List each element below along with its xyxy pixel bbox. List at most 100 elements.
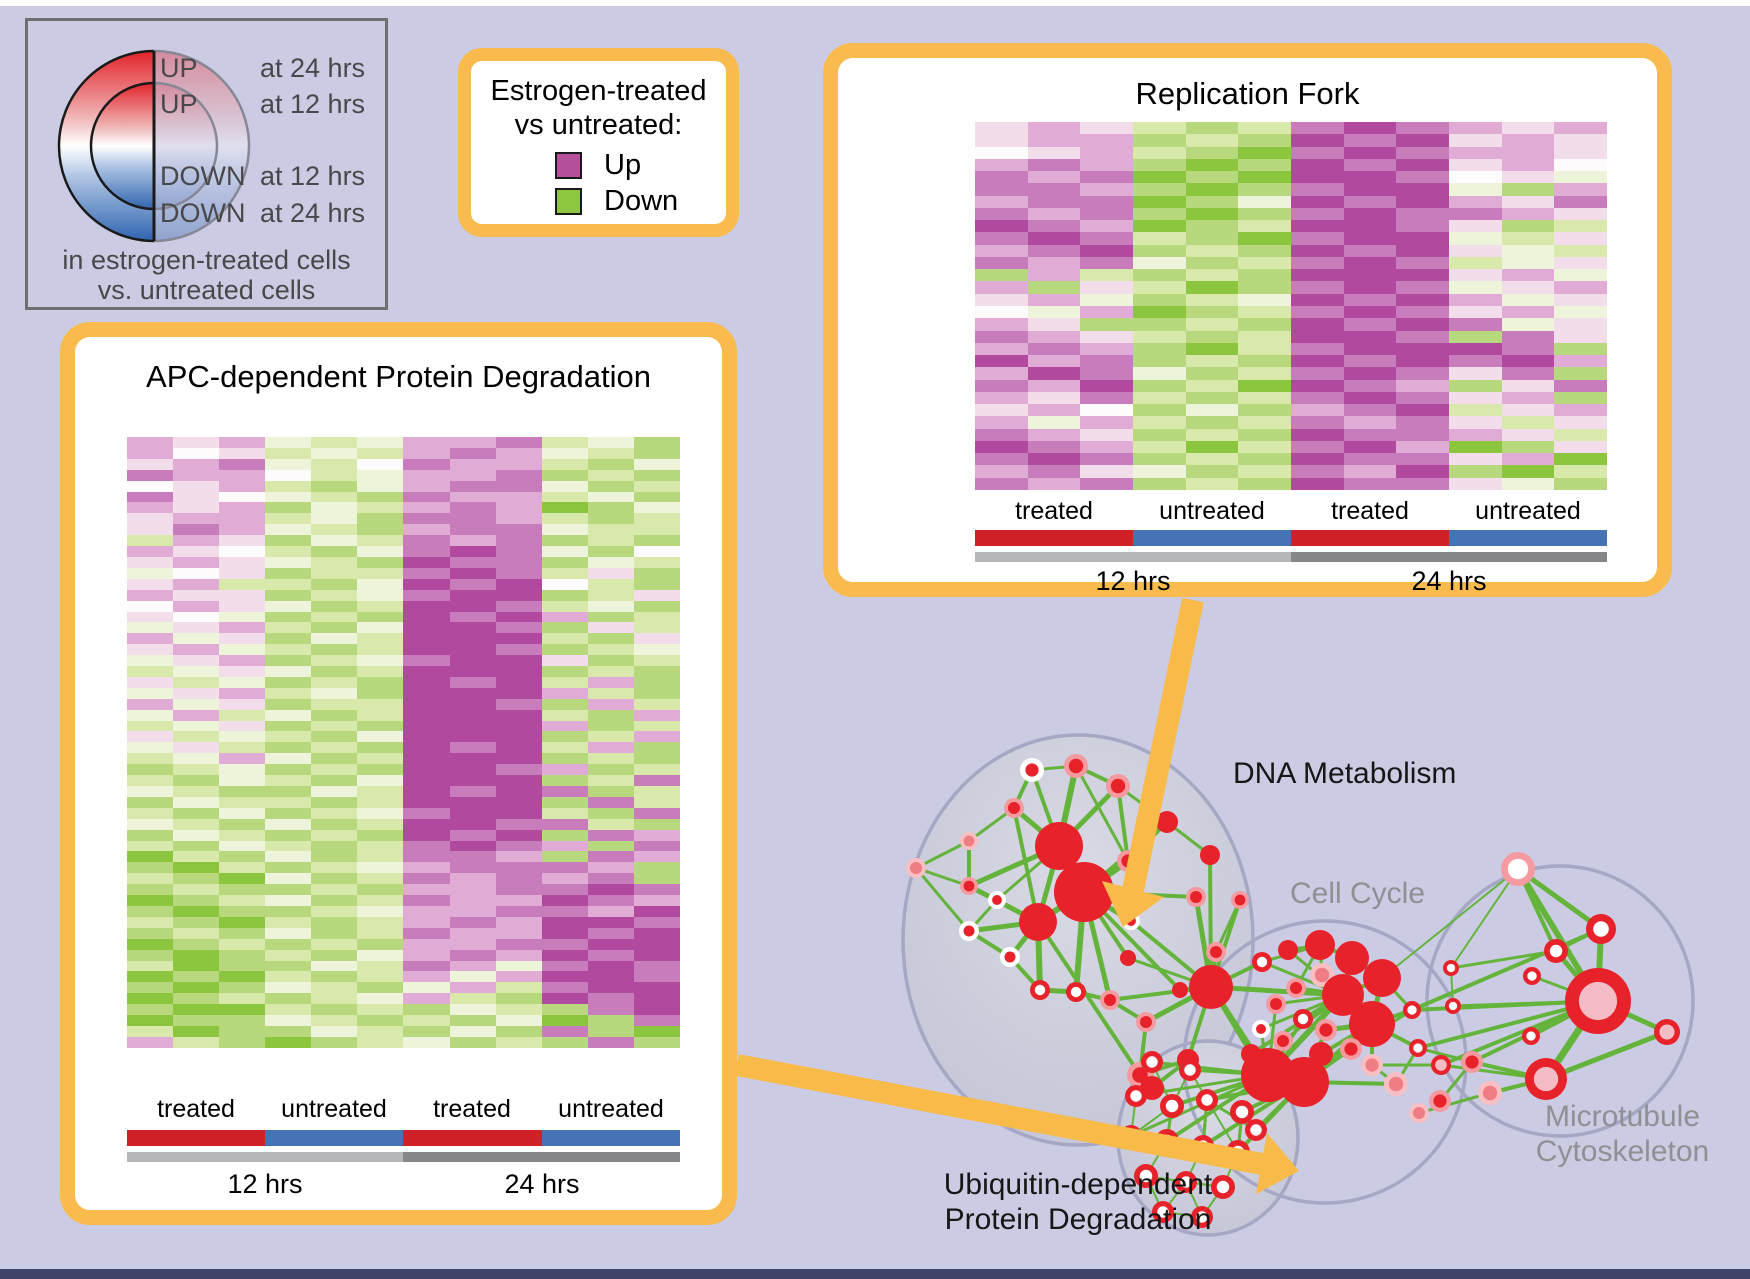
network-node [988, 891, 1006, 909]
apc-panel-title: APC-dependent Protein Degradation [146, 359, 651, 394]
updown-down12-time: at 12 hrs [260, 161, 366, 191]
network-edge [1008, 955, 1042, 992]
network-edge [915, 866, 970, 888]
apc-heatmap-row [127, 1025, 680, 1037]
network-node [1231, 891, 1249, 909]
apc-heatmap-row [127, 796, 680, 808]
network-node [1064, 754, 1088, 778]
rf-heatmap-row [975, 122, 1608, 135]
network-edge [1371, 1008, 1413, 1026]
network-edge [1201, 1099, 1209, 1147]
apc-heatmap-row [127, 960, 680, 972]
network-edge [1301, 1052, 1324, 1084]
network-node [1117, 850, 1139, 872]
updown-ring-legend: UP at 24 hrs UP at 12 hrs DOWN at 12 hrs… [25, 18, 388, 310]
network-node-core [1578, 981, 1618, 1021]
updown-up12-label: UP [160, 89, 198, 119]
rf-heatmap-row [975, 342, 1608, 356]
network-edge [1303, 1080, 1397, 1086]
network-node-core [1140, 1016, 1152, 1028]
network-node-core [1319, 1023, 1333, 1037]
network-edge [1222, 1151, 1239, 1188]
network-node [1349, 1001, 1395, 1047]
estrogen-color-legend: Estrogen-treated vs untreated: Up Down [458, 48, 739, 237]
apc-heatmap-row [127, 731, 680, 743]
network-node-core [1110, 778, 1126, 794]
network-edge [1545, 1029, 1668, 1082]
network-node [1305, 930, 1335, 960]
network-node-core [1533, 1066, 1559, 1092]
network-node [1409, 1103, 1429, 1123]
network-node-core [1250, 1124, 1262, 1136]
network-edge [1236, 1111, 1244, 1153]
network-node [1363, 959, 1401, 997]
network-edge [1193, 896, 1214, 988]
network-edge [1265, 992, 1346, 1078]
rf-heatmap-row [975, 477, 1608, 490]
apc-heatmap-row [127, 644, 680, 656]
apc-heatmap-row [127, 502, 680, 514]
network-edge [1130, 1135, 1168, 1142]
network-node [1156, 811, 1178, 833]
up-label: Up [604, 149, 642, 181]
network-edge [1380, 976, 1414, 1012]
rf-untreated-bar-12h [1133, 530, 1291, 546]
network-node-core [1593, 921, 1609, 937]
ubiquitin-label-line2: Protein Degradation [944, 1202, 1212, 1236]
cluster-circle-microtubule [1425, 864, 1695, 1138]
rf-heatmap-row [975, 232, 1608, 245]
network-edge [1179, 985, 1212, 992]
network-edge [1554, 949, 1600, 1003]
network-node-core [1201, 1094, 1213, 1106]
network-edge [1319, 943, 1353, 960]
apc-heatmap-row [127, 513, 680, 525]
network-edge [1249, 1052, 1270, 1077]
apc-heatmap-row [127, 905, 680, 917]
network-edge [1039, 987, 1077, 995]
rf-heatmap-row [975, 134, 1608, 147]
network-node-core [1526, 1031, 1536, 1041]
apc-heatmap-row [127, 938, 680, 950]
network-node [1586, 914, 1616, 944]
network-edge [1138, 1073, 1154, 1090]
apc-heatmap-row [127, 622, 680, 634]
apc-heatmap-row [127, 447, 680, 459]
network-node-core [1165, 1099, 1179, 1113]
network-edge [1349, 1022, 1374, 1051]
apc-heatmap-row [127, 895, 680, 906]
network-node [1200, 845, 1220, 865]
network-edge [1082, 890, 1182, 992]
apc-12h-label: 12 hrs [227, 1169, 303, 1199]
network-node [1120, 950, 1136, 966]
network-node [1252, 952, 1272, 972]
network-edge [967, 843, 1061, 889]
network-edge [1126, 820, 1169, 863]
rf-heatmap-row [975, 171, 1608, 184]
network-edge [1417, 1046, 1473, 1064]
network-node [1122, 912, 1140, 930]
network-edge [1471, 999, 1599, 1064]
network-node [1100, 990, 1120, 1010]
network-node-core [1446, 963, 1456, 973]
network-node [1525, 1058, 1567, 1100]
apc-heatmap-row [127, 611, 680, 623]
network-edge [1287, 948, 1344, 997]
apc-24h-label: 24 hrs [504, 1169, 580, 1199]
network-node-core [1433, 1094, 1447, 1108]
network-node [1309, 1042, 1333, 1066]
apc-heatmap-row [127, 818, 680, 830]
network-edge [1325, 1021, 1373, 1033]
apc-heatmap-row [127, 916, 680, 928]
network-node-core [1256, 1024, 1266, 1034]
apc-heatmap-row [127, 687, 680, 699]
network-edge [1267, 1071, 1305, 1086]
network-edge [1186, 986, 1213, 1061]
network-edge [1189, 1069, 1208, 1101]
network-node [1241, 1044, 1261, 1064]
network-node-core [1004, 951, 1016, 963]
network-edge [1440, 1063, 1547, 1081]
callout-arrow-head-1 [1102, 881, 1164, 927]
network-edge [1165, 1105, 1174, 1142]
apc-heatmap-row [127, 829, 680, 841]
network-edge [1261, 960, 1344, 997]
